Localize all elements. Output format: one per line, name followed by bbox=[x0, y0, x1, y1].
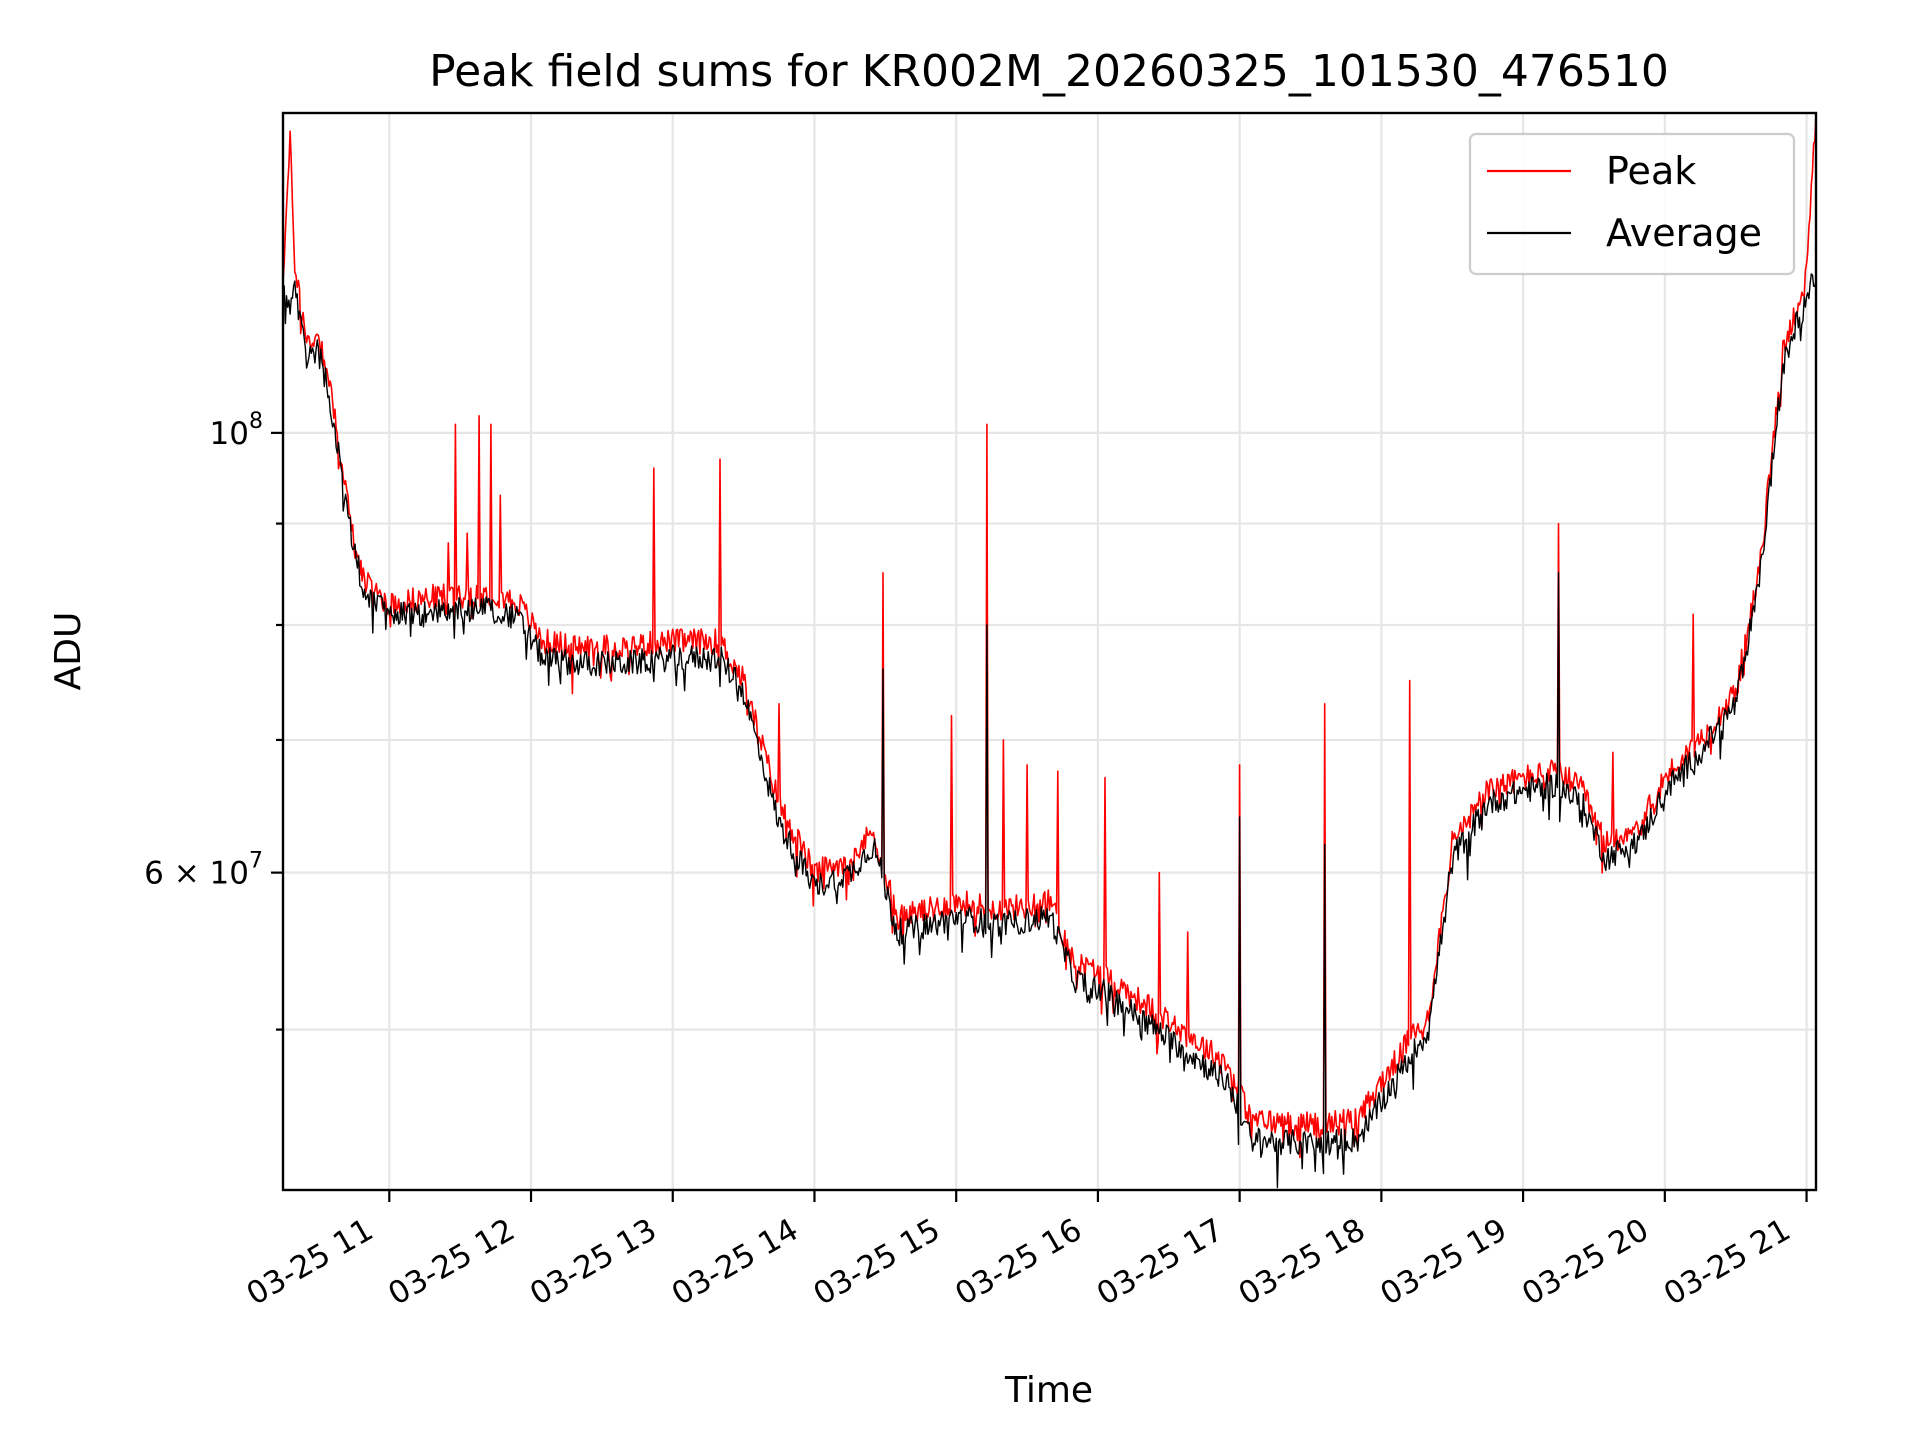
x-axis-label: Time bbox=[1004, 1370, 1093, 1411]
series-lines bbox=[282, 112, 1817, 1189]
x-tick-label: 03-25 16 bbox=[949, 1212, 1088, 1313]
legend: Peak Average bbox=[1468, 132, 1796, 276]
plot-frame bbox=[281, 111, 1818, 1192]
grid-lines bbox=[283, 113, 1816, 1190]
y-tick-label: 6 × 107 bbox=[144, 849, 263, 892]
x-tick-label: 03-25 15 bbox=[807, 1212, 946, 1313]
x-tick-label: 03-25 13 bbox=[524, 1212, 663, 1313]
x-tick-label: 03-25 19 bbox=[1374, 1212, 1513, 1313]
series-line-peak bbox=[282, 112, 1817, 1159]
series-line-average bbox=[282, 273, 1817, 1189]
x-tick-label: 03-25 21 bbox=[1658, 1212, 1797, 1313]
x-tick-label: 03-25 14 bbox=[666, 1212, 805, 1313]
x-tick-label: 03-25 17 bbox=[1091, 1212, 1230, 1313]
x-tick-label: 03-25 12 bbox=[382, 1212, 521, 1313]
axis-ticks: 03-25 11 03-25 12 03-25 13 03-25 14 03-25 15… bbox=[144, 409, 1808, 1313]
legend-label-average: Average bbox=[1606, 211, 1762, 255]
y-axis-label: ADU bbox=[48, 612, 89, 691]
legend-label-peak: Peak bbox=[1606, 149, 1696, 193]
x-tick-label: 03-25 18 bbox=[1233, 1212, 1372, 1313]
x-tick-label: 03-25 20 bbox=[1516, 1212, 1655, 1313]
chart-title: Peak field sums for KR002M_20260325_1015… bbox=[429, 46, 1669, 97]
x-tick-label: 03-25 11 bbox=[241, 1212, 380, 1313]
y-tick-label: 108 bbox=[210, 409, 263, 452]
legend-box bbox=[1468, 132, 1796, 276]
